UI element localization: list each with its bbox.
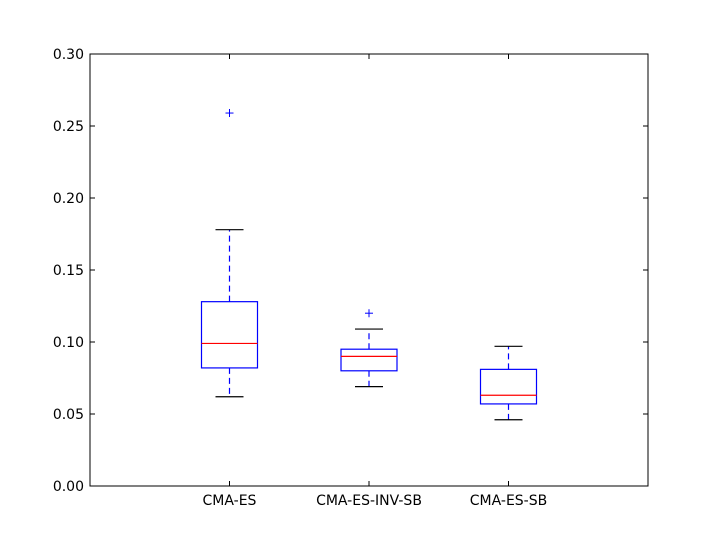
y-tick-label: 0.25 [53,119,84,135]
x-axis: CMA-ES CMA-ES-INV-SB CMA-ES-SB [203,54,547,509]
y-tick-label: 0.00 [53,479,84,495]
outlier-point [225,109,234,118]
y-tick-label: 0.30 [53,47,84,63]
outlier-point [365,309,373,318]
y-tick-label: 0.05 [53,407,84,423]
plot-area [89,53,649,487]
y-tick-label: 0.15 [53,263,84,279]
box-group [479,345,538,421]
x-tick-label: CMA-ES-INV-SB [316,493,422,509]
x-tick-label: CMA-ES-SB [470,493,547,509]
y-axis: 0.00 0.05 0.10 0.15 0.20 0.25 0.30 [53,47,648,495]
y-tick-label: 0.10 [53,335,84,351]
x-tick-label: CMA-ES [203,493,257,509]
box-iqr [340,348,398,372]
box-group [340,309,398,388]
boxes [200,109,538,421]
box-iqr [479,368,538,405]
box-iqr [200,301,259,369]
y-tick-label: 0.20 [53,191,84,207]
box-group [200,109,259,398]
